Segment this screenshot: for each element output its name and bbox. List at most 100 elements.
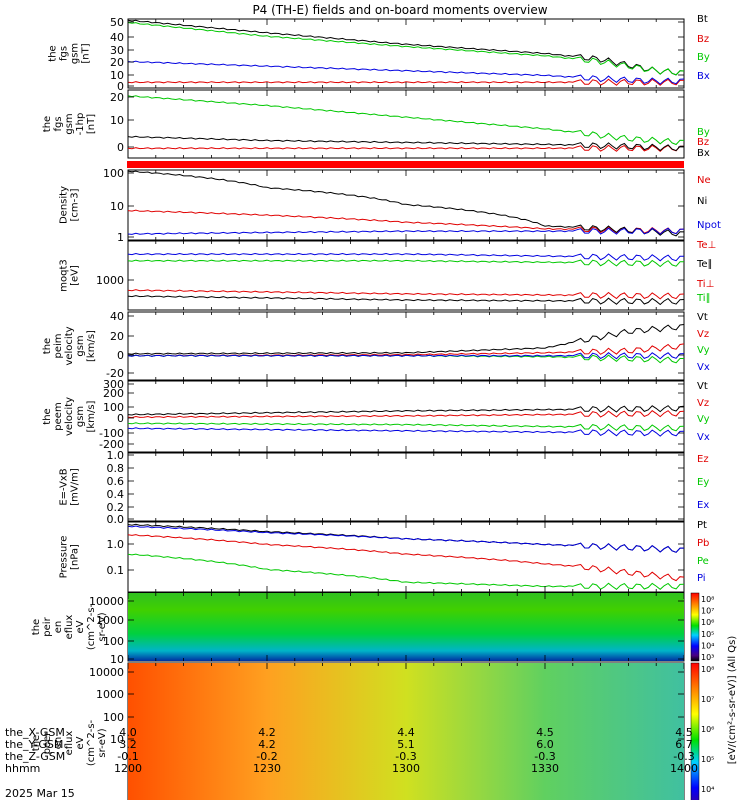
colorbar-1 (690, 592, 700, 662)
y-axis-label: eflux (64, 615, 75, 640)
ephem-value: -0.3 (534, 750, 555, 763)
series-line-Ni (127, 170, 685, 237)
legend-entry-Bx: Bx (697, 148, 710, 159)
series-line-Vz (127, 410, 685, 419)
y-tick-label: 300 (103, 378, 124, 391)
ephem-value: 1200 (114, 762, 142, 775)
y-axis-label: gsm (70, 43, 81, 64)
ephem-row-label: the_X-GSM (5, 726, 65, 739)
ephem-value: 6.0 (536, 738, 554, 751)
legend-entry-Te∥: Te∥ (696, 259, 713, 270)
legend-entry-Ez: Ez (697, 454, 709, 465)
legend-entry-Ti∥: Ti∥ (696, 293, 711, 304)
y-axis-label: gsm (64, 113, 75, 134)
y-tick-label: 0.1 (107, 564, 125, 577)
legend-entry-By: By (697, 52, 710, 63)
legend-entry-Vx: Vx (697, 362, 710, 373)
ephem-row-label: the_Y-GSM (5, 738, 63, 751)
availability-strip (127, 161, 684, 168)
plot-title: P4 (TH-E) fields and on-board moments ov… (252, 3, 547, 17)
date-label: 2025 Mar 15 (5, 787, 75, 800)
y-axis-label: gsm (75, 335, 86, 356)
panel-frame-density (127, 169, 685, 241)
y-tick-label: 40 (110, 310, 124, 323)
legend-entry-Ey: Ey (697, 477, 709, 488)
legend-entry-Pt: Pt (697, 520, 707, 531)
legend-entry-Vt: Vt (697, 381, 708, 392)
y-axis-label: gsm (75, 406, 86, 427)
ephem-value: 4.2 (258, 726, 276, 739)
y-tick-label: 0 (117, 412, 124, 425)
y-axis-label: fgs (59, 46, 70, 61)
legend-entry-Pi: Pi (697, 573, 706, 584)
panel-frame-vel_e (127, 311, 685, 381)
ephem-value: 4.5 (675, 726, 693, 739)
legend-entry-Vt: Vt (697, 312, 708, 323)
ephem-value: 1300 (392, 762, 420, 775)
y-axis-label: en (53, 737, 64, 750)
y-tick-label: 100 (103, 401, 124, 414)
colorbar-tick: 10⁶ (701, 725, 714, 734)
y-tick-label: 0 (117, 349, 124, 362)
y-tick-label: -20 (106, 367, 124, 380)
legend-entry-Npot: Npot (697, 220, 721, 231)
y-axis-label: peer (42, 731, 53, 755)
y-axis-label: peim (53, 333, 64, 358)
series-layer (127, 19, 685, 590)
series-line-Vx (127, 427, 685, 437)
series-line-Vx (127, 352, 685, 360)
y-axis-label: the (48, 45, 59, 61)
legend-entry-Vy: Vy (697, 345, 710, 356)
ephem-value: 6.7 (675, 738, 693, 751)
legend-entry-Ni: Ni (697, 196, 707, 207)
y-tick-label: 0 (117, 141, 124, 154)
legend-entry-Vx: Vx (697, 432, 710, 443)
legend-entry-Vy: Vy (697, 414, 710, 425)
y-axis-label: en (53, 621, 64, 634)
legend-entry-Bz: Bz (697, 137, 709, 148)
legend-entry-By: By (697, 127, 710, 138)
y-tick-label: 20 (110, 91, 124, 104)
electron-spectrogram-image (128, 663, 684, 800)
y-tick-label: 20 (110, 330, 124, 343)
ephem-value: 1330 (531, 762, 559, 775)
series-line-Npot (127, 227, 685, 235)
ephem-value: 4.0 (119, 726, 137, 739)
y-axis-label: [km/s] (86, 400, 97, 432)
ephem-value: 1230 (253, 762, 281, 775)
ephem-value: -0.3 (673, 750, 694, 763)
ephem-value: 3.2 (119, 738, 137, 751)
y-tick-label: 0 (117, 80, 124, 93)
y-axis-label: [nT] (86, 114, 97, 134)
series-line-Pe (127, 553, 685, 590)
ion-spectrogram-image (128, 593, 684, 661)
ephemeris-table: the_X-GSM 4.0 4.2 4.4 4.5 4.5 the_Y-GSM 3.2 4.2 5… (5, 726, 698, 775)
legend-entry-Pb: Pb (697, 538, 709, 549)
y-tick-label: 1.0 (107, 538, 125, 551)
ephem-value: 5.1 (397, 738, 415, 751)
y-tick-label: 0.4 (107, 488, 125, 501)
y-axis-label: Pressure (59, 536, 70, 579)
legend-entry-Vz: Vz (697, 329, 709, 340)
colorbar-tick: 10⁵ (701, 755, 714, 764)
y-axis-label: (cm^2-s- (86, 603, 97, 650)
y-tick-label: -100 (99, 427, 124, 440)
series-line-Ti⊥ (127, 252, 685, 262)
y-axis-label: eV (75, 736, 86, 749)
ephem-row-label: hhmm (5, 762, 40, 775)
series-line-Bz (127, 78, 685, 86)
colorbar-tick: 10⁷ (701, 695, 714, 704)
ephem-value: -0.2 (256, 750, 277, 763)
y-axis-label: [nT] (81, 43, 92, 63)
series-line-Te⊥ (127, 289, 685, 300)
y-axis-label: moqt3 (59, 259, 70, 292)
y-axis-label: [mV/m] (70, 468, 81, 506)
y-tick-label: 10 (110, 733, 124, 746)
y-tick-label: 10 (110, 69, 124, 82)
colorbar-tick: 10⁴ (701, 641, 714, 650)
colorbar-tick: 10⁴ (701, 785, 714, 794)
colorbar-tick: 10⁶ (701, 618, 714, 627)
colorbar-tick: 10⁸ (701, 665, 714, 674)
y-axis-label: velocity (64, 397, 75, 436)
y-tick-label: 1000 (96, 274, 124, 287)
